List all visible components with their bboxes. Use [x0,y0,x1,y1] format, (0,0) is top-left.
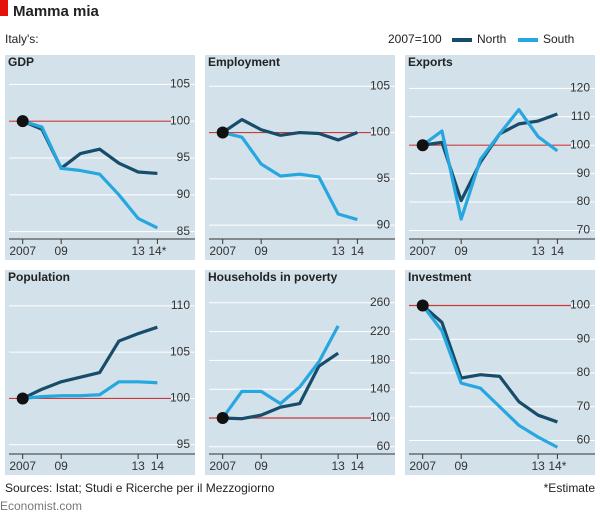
x-tick-label: 09 [254,244,268,258]
panel-bg [405,55,595,260]
x-tick-label: 14 [351,459,365,473]
panel-bg [205,55,395,260]
line-series [421,304,559,449]
legend: North South [452,32,574,46]
x-tick-label: 13 [131,459,145,473]
x-tick-label: 14* [548,459,566,473]
x-tick-label: 13 [331,459,345,473]
y-tick-label: 110 [571,109,590,123]
panel: Investment 60 70 80 90 100 2007 09 13 14* [405,270,595,475]
y-tick-label: 95 [177,437,191,451]
source: Sources: Istat; Studi e Ricerche per il … [5,481,275,495]
x-tick-label: 2007 [409,244,436,258]
y-tick-label: 60 [577,433,591,447]
line-series [22,119,159,230]
line-series [421,304,558,424]
y-tick-label: 105 [170,77,190,91]
start-dot [416,139,429,152]
y-tick-label: 90 [577,166,591,180]
y-tick-label: 110 [171,298,190,312]
x-tick-label: 2007 [409,459,436,473]
start-dot [16,115,29,128]
x-tick-label: 14 [351,244,365,258]
line-series [221,117,358,142]
line-series [421,108,559,221]
x-tick-label: 2007 [209,459,236,473]
x-tick-label: 13 [531,459,545,473]
x-tick-label: 2007 [9,244,36,258]
panel: Population 95 100 105 110 2007 09 13 14 [5,270,195,475]
panel: Households in poverty 60 100 140 180 220 260 20… [205,270,395,475]
panel: Employment 90 95 100 105 2007 09 13 14 [205,55,395,260]
legend-label: South [543,32,574,46]
y-tick-label: 180 [370,353,390,367]
y-tick-label: 100 [170,391,190,405]
panel-title: Population [8,270,70,284]
y-tick-label: 100 [370,410,390,424]
x-tick-label: 09 [454,244,468,258]
y-tick-label: 60 [377,439,391,453]
y-tick-label: 80 [577,365,591,379]
panel: Exports 70 80 90 100 110 120 2007 09 13 14 [405,55,595,260]
start-dot [416,299,429,312]
panel-title: GDP [8,55,34,69]
x-tick-label: 09 [54,244,68,258]
y-tick-label: 90 [577,331,591,345]
y-tick-label: 70 [577,223,591,237]
y-tick-label: 100 [570,137,590,151]
panel-title: Employment [208,55,280,69]
panel-title: Investment [408,270,471,284]
x-tick-label: 14* [148,244,166,258]
footnote: *Estimate [544,481,596,495]
x-tick-label: 14 [551,244,565,258]
y-tick-label: 140 [370,381,390,395]
chart-title: Mamma mia [13,3,100,20]
y-tick-label: 85 [177,224,191,238]
y-tick-label: 70 [577,399,591,413]
y-tick-label: 90 [177,187,191,201]
x-tick-label: 09 [54,459,68,473]
line-series [221,325,340,419]
x-tick-label: 13 [331,244,345,258]
x-tick-label: 13 [131,244,145,258]
x-tick-label: 2007 [209,244,236,258]
x-tick-label: 14 [151,459,165,473]
y-tick-label: 220 [370,324,390,338]
y-tick-label: 80 [577,194,591,208]
y-tick-label: 100 [570,298,590,312]
subtitle: Italy's: [5,32,39,46]
index-note: 2007=100 [388,32,442,46]
y-tick-label: 100 [170,113,190,127]
start-dot [16,392,29,405]
x-tick-label: 2007 [9,459,36,473]
y-tick-label: 105 [370,78,390,92]
brand-mark [0,0,8,16]
y-tick-label: 90 [377,217,391,231]
brand: Economist.com [0,499,82,513]
y-tick-label: 120 [570,81,590,95]
line-series [222,130,358,222]
legend-label: North [477,32,506,46]
panel-title: Households in poverty [208,270,338,284]
line-series [22,325,158,400]
start-dot [216,412,229,424]
panel: GDP 85 90 95 100 105 2007 09 13 14* [5,55,195,260]
start-dot [216,126,229,139]
y-tick-label: 95 [377,171,391,185]
line-series [22,380,158,401]
y-tick-label: 95 [177,150,191,164]
y-tick-label: 260 [370,295,390,309]
line-series [222,351,340,421]
y-tick-label: 100 [370,125,390,139]
panel-title: Exports [408,55,453,69]
x-tick-label: 09 [254,459,268,473]
x-tick-label: 13 [531,244,545,258]
panel-bg [205,270,395,475]
y-tick-label: 105 [170,344,190,358]
x-tick-label: 09 [454,459,468,473]
